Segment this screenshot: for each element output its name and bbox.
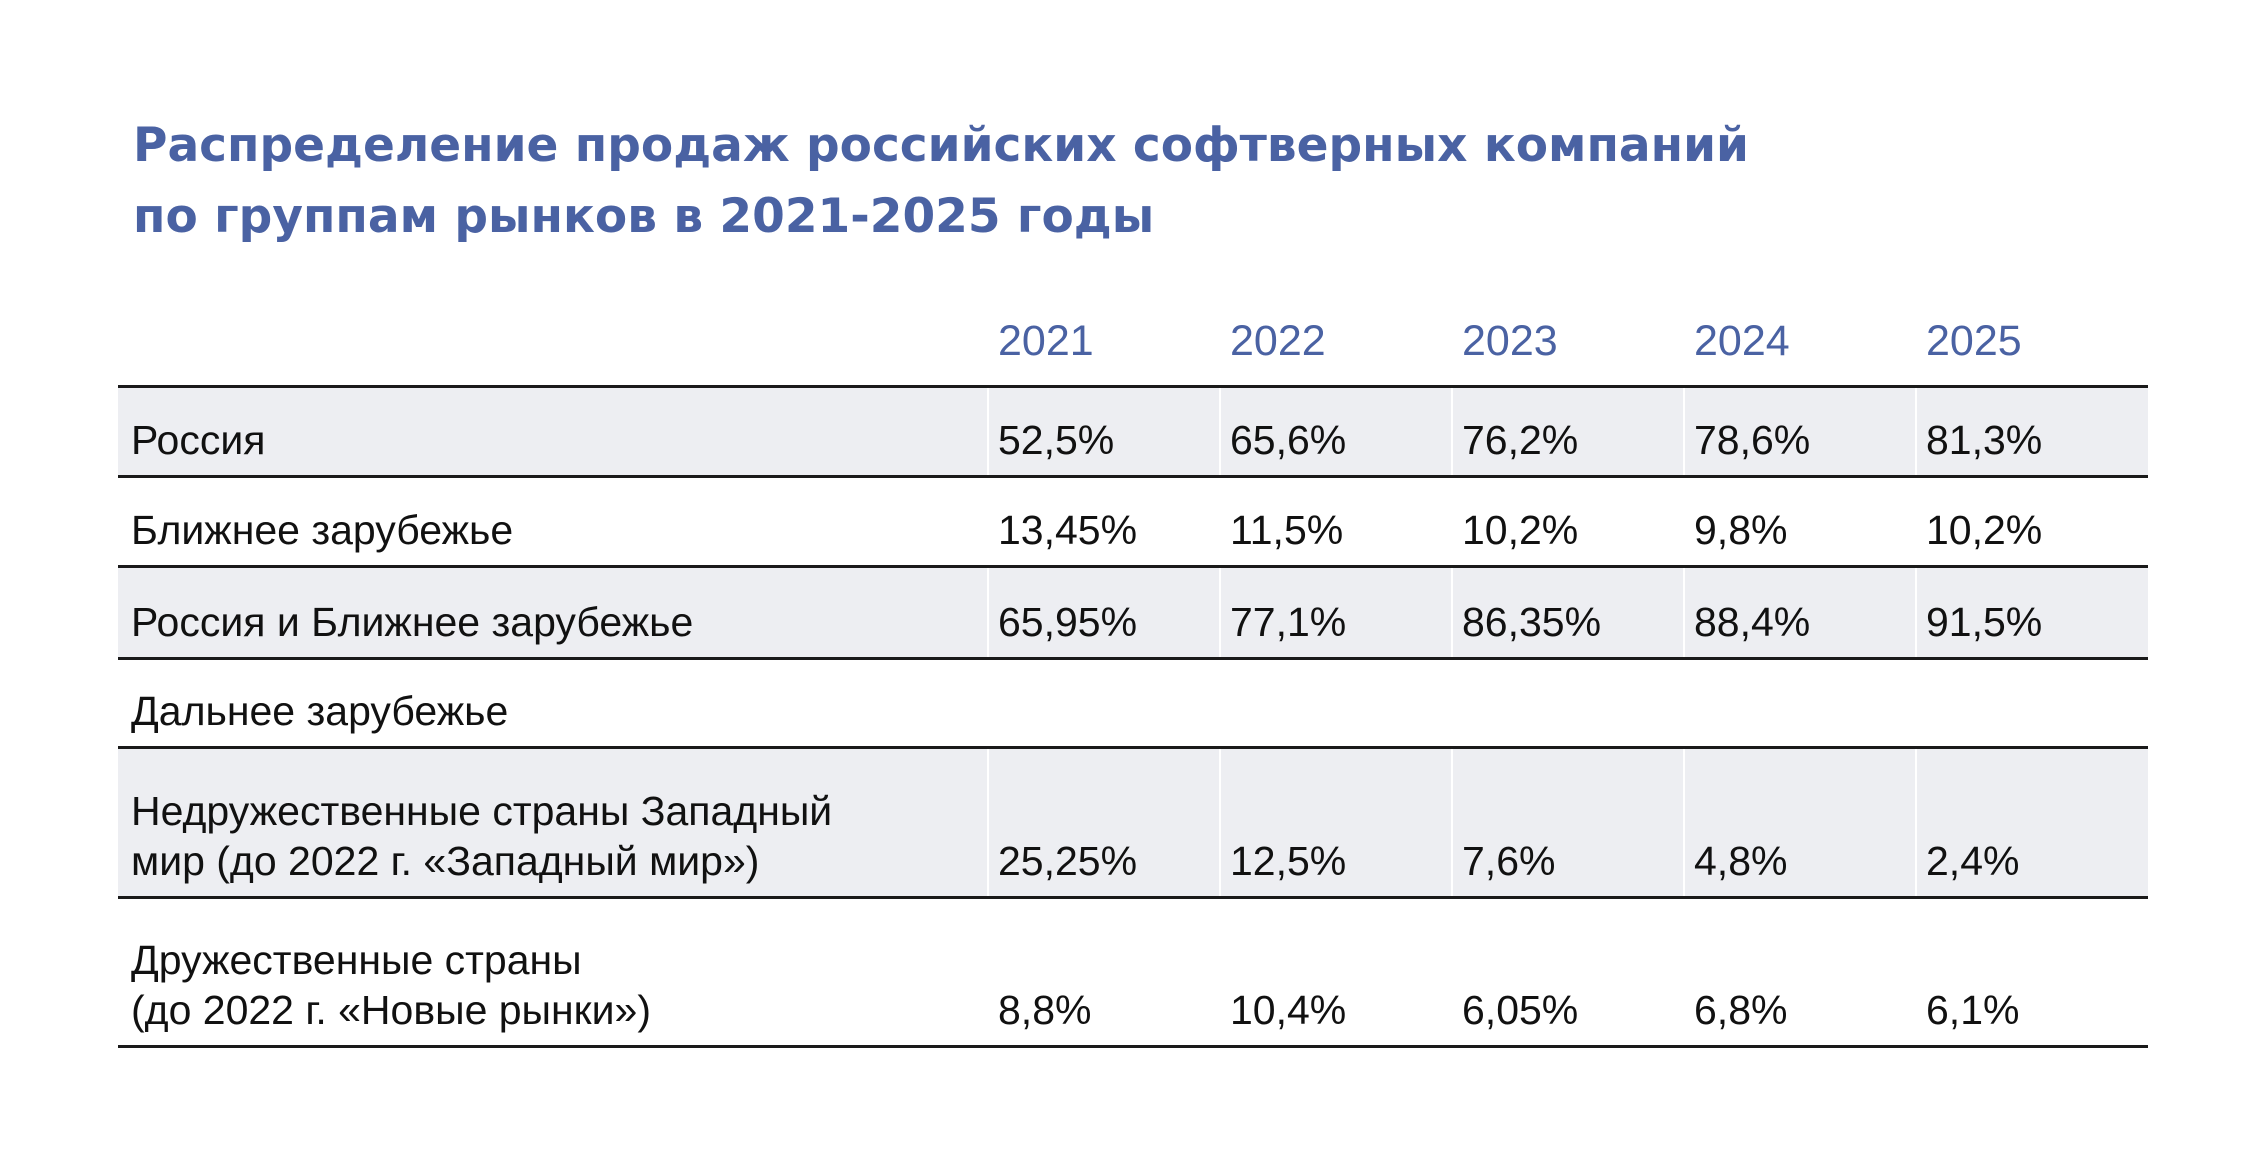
table-cell: 13,45% bbox=[998, 507, 1138, 553]
column-divider bbox=[1451, 568, 1453, 657]
table-cell: 9,8% bbox=[1694, 507, 1788, 553]
table-row: Россия и Ближнее зарубежье 65,95% 77,1% … bbox=[118, 565, 2148, 657]
table-cell: 81,3% bbox=[1926, 417, 2043, 463]
column-divider bbox=[1683, 749, 1685, 896]
year-header: 2022 bbox=[1230, 317, 1326, 365]
table-cell: 86,35% bbox=[1462, 599, 1602, 645]
table-row: Дружественные страны (до 2022 г. «Новые … bbox=[118, 896, 2148, 1048]
column-divider bbox=[987, 388, 989, 475]
table-cell: 10,4% bbox=[1230, 987, 1347, 1033]
table-cell: 91,5% bbox=[1926, 599, 2043, 645]
table-cell: 8,8% bbox=[998, 987, 1092, 1033]
table-cell: 88,4% bbox=[1694, 599, 1811, 645]
table-cell: 4,8% bbox=[1694, 838, 1788, 884]
column-divider bbox=[1219, 388, 1221, 475]
column-divider bbox=[1915, 388, 1917, 475]
page-title: Распределение продаж российских софтверн… bbox=[133, 110, 2033, 252]
year-header: 2024 bbox=[1694, 317, 1790, 365]
year-header: 2025 bbox=[1926, 317, 2022, 365]
column-divider bbox=[1451, 388, 1453, 475]
year-header: 2023 bbox=[1462, 317, 1558, 365]
table-cell: 7,6% bbox=[1462, 838, 1556, 884]
table-cell: 6,1% bbox=[1926, 987, 2020, 1033]
table-cell: 25,25% bbox=[998, 838, 1138, 884]
table-cell: 77,1% bbox=[1230, 599, 1347, 645]
table-cell: 10,2% bbox=[1926, 507, 2043, 553]
table-cell: 52,5% bbox=[998, 417, 1115, 463]
row-label: Дружественные страны (до 2022 г. «Новые … bbox=[131, 937, 651, 1033]
column-divider bbox=[987, 568, 989, 657]
table-cell: 2,4% bbox=[1926, 838, 2020, 884]
table-row: Недружественные страны Западный мир (до … bbox=[118, 746, 2148, 896]
table-row: Россия 52,5% 65,6% 76,2% 78,6% 81,3% bbox=[118, 385, 2148, 475]
table-cell: 6,05% bbox=[1462, 987, 1579, 1033]
table-row: Дальнее зарубежье bbox=[118, 657, 2148, 746]
row-label: Дальнее зарубежье bbox=[131, 688, 509, 734]
column-divider bbox=[1219, 749, 1221, 896]
table-cell: 76,2% bbox=[1462, 417, 1579, 463]
column-divider bbox=[1451, 749, 1453, 896]
table-cell: 11,5% bbox=[1230, 507, 1344, 553]
column-divider bbox=[987, 749, 989, 896]
table-row: Ближнее зарубежье 13,45% 11,5% 10,2% 9,8… bbox=[118, 475, 2148, 565]
column-divider bbox=[1915, 568, 1917, 657]
row-label: Россия и Ближнее зарубежье bbox=[131, 599, 694, 645]
table-header-row: 2021 2022 2023 2024 2025 bbox=[118, 300, 2148, 385]
title-line-1: Распределение продаж российских софтверн… bbox=[133, 118, 1749, 173]
column-divider bbox=[1683, 388, 1685, 475]
sales-table: 2021 2022 2023 2024 2025 Россия 52,5% 65… bbox=[118, 300, 2148, 1048]
table-cell: 65,95% bbox=[998, 599, 1138, 645]
table-cell: 78,6% bbox=[1694, 417, 1811, 463]
table-cell: 6,8% bbox=[1694, 987, 1788, 1033]
column-divider bbox=[1915, 749, 1917, 896]
column-divider bbox=[1219, 568, 1221, 657]
title-line-2: по группам рынков в 2021-2025 годы bbox=[133, 189, 1155, 244]
row-label: Россия bbox=[131, 417, 266, 463]
table-cell: 65,6% bbox=[1230, 417, 1347, 463]
row-label: Ближнее зарубежье bbox=[131, 507, 514, 553]
table-cell: 10,2% bbox=[1462, 507, 1579, 553]
table-cell: 12,5% bbox=[1230, 838, 1347, 884]
column-divider bbox=[1683, 568, 1685, 657]
row-label: Недружественные страны Западный мир (до … bbox=[131, 788, 833, 884]
year-header: 2021 bbox=[998, 317, 1094, 365]
